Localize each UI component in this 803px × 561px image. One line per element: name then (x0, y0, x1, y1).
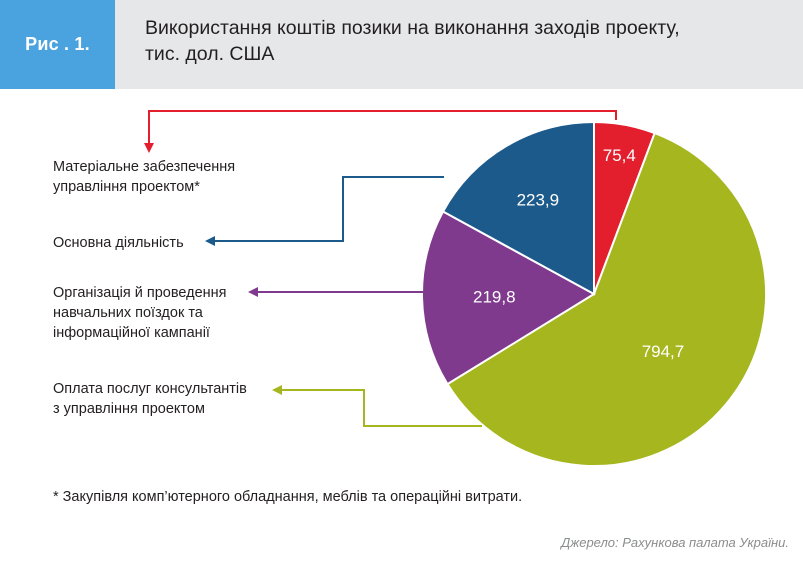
legend-main-activity-line-1: Основна діяльність (53, 235, 184, 251)
slice-value-materials: 75,4 (603, 146, 636, 165)
figure-number: Рис . 1. (25, 34, 90, 54)
source-note: Джерело: Рахункова палата України. (561, 535, 789, 550)
pie-slice-main-activity (441, 120, 595, 296)
leader-arrow-consultants (272, 385, 282, 395)
leader-arrow-main-activity (205, 236, 215, 246)
slice-value-trainings: 219,8 (473, 288, 516, 307)
figure-title: Використання коштів позики на виконання … (145, 15, 775, 67)
legend-consultants-line-1: Оплата послуг консультантів (53, 381, 247, 397)
legend-label-trainings: Організація й проведення навчальних поїз… (53, 283, 227, 343)
slice-value-consultants: 794,7 (642, 342, 685, 361)
badge-shape (0, 0, 115, 89)
title-line-2: тис. дол. США (145, 43, 275, 65)
legend-materials-line-2: управління проектом* (53, 179, 200, 195)
leader-line-consultants (282, 389, 482, 427)
pie-slice-trainings (421, 210, 596, 386)
pie-slice-consultants (446, 131, 767, 467)
figure-badge: Рис . 1. (0, 0, 115, 89)
legend-trainings-line-3: інформаційної кампанії (53, 325, 210, 341)
legend-trainings-line-2: навчальних поїздок та (53, 305, 203, 321)
figure-header: Рис . 1. Використання коштів позики на в… (0, 0, 803, 89)
legend-label-main-activity: Основна діяльність (53, 233, 184, 253)
legend-materials-line-1: Матеріальне забезпечення (53, 159, 236, 175)
pie-value-labels: 75,4 794,7 219,8 223,9 (473, 146, 684, 361)
legend-label-materials: Матеріальне забезпечення управління прое… (53, 157, 235, 197)
leader-line-main-activity (215, 176, 444, 242)
pie-slices (421, 120, 767, 467)
pie-chart: 75,4 794,7 219,8 223,9 (144, 110, 767, 467)
legend-consultants-line-2: з управління проектом (53, 401, 205, 417)
leader-arrow-materials (144, 143, 154, 153)
legend-label-consultants: Оплата послуг консультантів з управління… (53, 379, 247, 419)
leader-lines (144, 110, 617, 427)
leader-line-materials (148, 110, 617, 143)
leader-arrow-trainings (248, 287, 258, 297)
legend-trainings-line-1: Організація й проведення (53, 285, 227, 301)
footnote: * Закупівля комп’ютерного обладнання, ме… (53, 489, 523, 505)
title-line-1: Використання коштів позики на виконання … (145, 17, 680, 39)
slice-value-main-activity: 223,9 (517, 190, 560, 209)
